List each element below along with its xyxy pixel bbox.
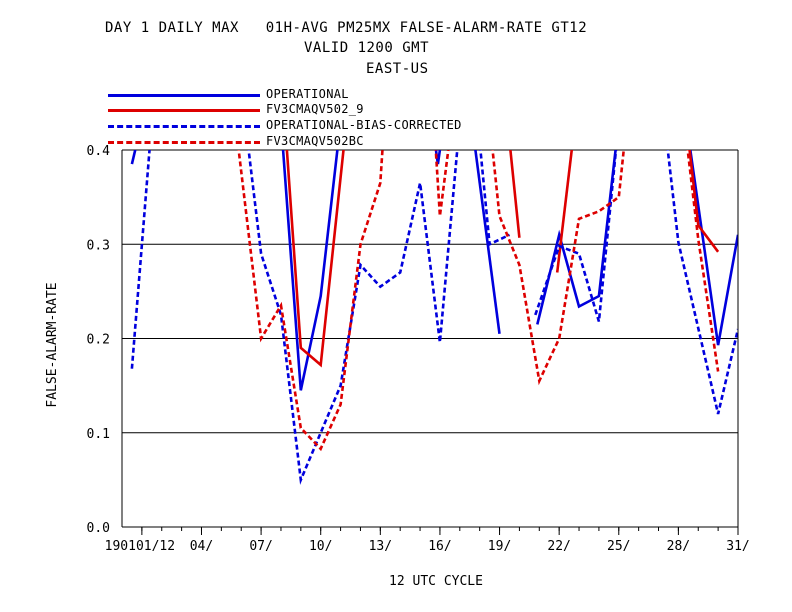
y-tick-label: 0.1 (87, 427, 110, 442)
chart-title-line3: EAST-US (366, 61, 429, 77)
series-line-operational-bias-corrected (666, 150, 738, 415)
series-line-operational (434, 150, 442, 165)
x-tick-label: 25/ (607, 539, 630, 554)
chart-title-line2: VALID 1200 GMT (304, 40, 430, 56)
x-tick-label: 190101/12 (105, 539, 175, 554)
legend-label-operational: OPERATIONAL (266, 87, 349, 101)
x-axis-label: 12 UTC CYCLE (389, 574, 483, 589)
series-line-operational (281, 150, 339, 391)
legend-label-fv3cmaqv502-9: FV3CMAQV502_9 (266, 102, 364, 116)
legend-swatch-operational-bias-corrected (108, 125, 260, 128)
legend-swatch-operational (108, 94, 260, 97)
legend-swatch-fv3cmaqv502-9 (108, 109, 260, 112)
x-tick-label: 31/ (726, 539, 749, 554)
y-tick-label: 0.0 (87, 521, 110, 536)
x-tick-label: 22/ (547, 539, 570, 554)
series-line-fv3cmaqv502-9 (285, 150, 345, 368)
y-tick-label: 0.2 (87, 333, 110, 348)
y-tick-label: 0.3 (87, 238, 110, 253)
series-line-fv3cmaqv502bc (434, 150, 450, 217)
series-line-operational-bias-corrected (247, 150, 459, 485)
series-line-operational (689, 150, 738, 346)
series-line-operational-bias-corrected (479, 150, 511, 247)
series-line-fv3cmaqv502bc (237, 150, 384, 452)
series-line-fv3cmaqv502-9 (509, 150, 521, 238)
series-line-operational (130, 150, 137, 165)
series-line-operational-bias-corrected (534, 150, 618, 322)
x-tick-label: 19/ (488, 539, 511, 554)
series-layer (130, 150, 738, 485)
x-tick-label: 04/ (190, 539, 213, 554)
series-line-fv3cmaqv502bc (491, 150, 626, 386)
axes: 0.0 0.1 0.2 0.3 0.4 190101/12 04/07/10/13/16/1… (87, 144, 750, 554)
series-line-operational (474, 150, 501, 334)
legend-label-fv3cmaqv502bc: FV3CMAQV502BC (266, 134, 364, 148)
x-tick-label: 07/ (249, 539, 272, 554)
grid-lines (122, 149, 738, 528)
y-tick-label: 0.4 (87, 144, 111, 159)
series-line-operational-bias-corrected (130, 150, 151, 369)
y-axis-label: FALSE-ALARM-RATE (45, 282, 60, 407)
chart-title-line1: DAY 1 DAILY MAX 01H-AVG PM25MX FALSE-ALA… (105, 20, 588, 36)
x-tick-label: 28/ (667, 539, 690, 554)
series-line-fv3cmaqv502-9 (688, 150, 720, 253)
legend-label-operational-bias-corrected: OPERATIONAL-BIAS-CORRECTED (266, 118, 462, 132)
x-tick-label: 16/ (428, 539, 451, 554)
legend-swatch-fv3cmaqv502bc (108, 141, 260, 144)
x-tick-label: 10/ (309, 539, 332, 554)
series-line-operational (536, 150, 617, 325)
x-tick-label: 13/ (369, 539, 392, 554)
